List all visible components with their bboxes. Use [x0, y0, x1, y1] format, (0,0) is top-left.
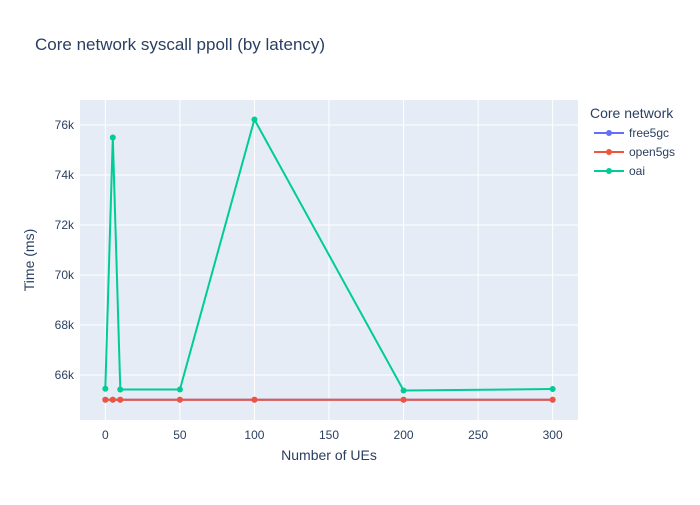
series-open5gs[interactable]	[102, 396, 556, 403]
legend-item-oai[interactable]: oai	[594, 164, 645, 178]
legend-title: Core network	[590, 105, 674, 121]
series-oai[interactable]	[102, 116, 556, 394]
legend-label: free5gc	[629, 126, 669, 140]
x-tick-label: 200	[394, 428, 414, 442]
legend-item-free5gc[interactable]: free5gc	[594, 126, 669, 140]
data-point-open5gs[interactable]	[117, 396, 124, 403]
y-tick-label: 74k	[55, 168, 75, 182]
x-tick-label: 150	[319, 428, 339, 442]
data-point-oai[interactable]	[400, 387, 407, 394]
x-axis-label: Number of UEs	[281, 447, 377, 463]
grid	[80, 100, 578, 420]
data-point-open5gs[interactable]	[109, 396, 116, 403]
x-tick-label: 0	[102, 428, 109, 442]
data-point-oai[interactable]	[102, 385, 109, 392]
legend[interactable]: Core network free5gc open5gs oai	[590, 105, 675, 178]
data-point-oai[interactable]	[109, 134, 116, 141]
x-axis-ticks: 0 50 100 150 200 250 300	[102, 428, 563, 442]
y-tick-label: 72k	[55, 218, 75, 232]
data-point-oai[interactable]	[176, 386, 183, 393]
data-point-open5gs[interactable]	[549, 396, 556, 403]
data-point-oai[interactable]	[117, 386, 124, 393]
legend-label: oai	[629, 164, 645, 178]
data-point-oai[interactable]	[549, 386, 556, 392]
legend-label: open5gs	[629, 145, 675, 159]
y-tick-label: 68k	[55, 318, 75, 332]
series-layer	[102, 116, 556, 403]
legend-item-open5gs[interactable]: open5gs	[594, 145, 675, 159]
data-point-open5gs[interactable]	[102, 396, 109, 403]
x-tick-label: 100	[244, 428, 264, 442]
y-tick-label: 70k	[55, 268, 75, 282]
x-tick-label: 50	[173, 428, 187, 442]
data-point-open5gs[interactable]	[400, 396, 407, 403]
data-point-open5gs[interactable]	[251, 396, 258, 403]
y-axis-label: Time (ms)	[21, 229, 37, 291]
legend-swatch-marker	[606, 130, 612, 136]
y-tick-label: 66k	[55, 368, 75, 382]
data-point-oai[interactable]	[251, 116, 258, 123]
y-tick-label: 76k	[55, 118, 75, 132]
y-axis-ticks: 66k 68k 70k 72k 74k 76k	[55, 118, 75, 382]
legend-swatch-marker	[606, 149, 612, 155]
chart-title: Core network syscall ppoll (by latency)	[35, 35, 325, 54]
legend-swatch-marker	[606, 168, 612, 174]
x-tick-label: 250	[468, 428, 488, 442]
x-tick-label: 300	[543, 428, 563, 442]
data-point-open5gs[interactable]	[176, 396, 183, 403]
